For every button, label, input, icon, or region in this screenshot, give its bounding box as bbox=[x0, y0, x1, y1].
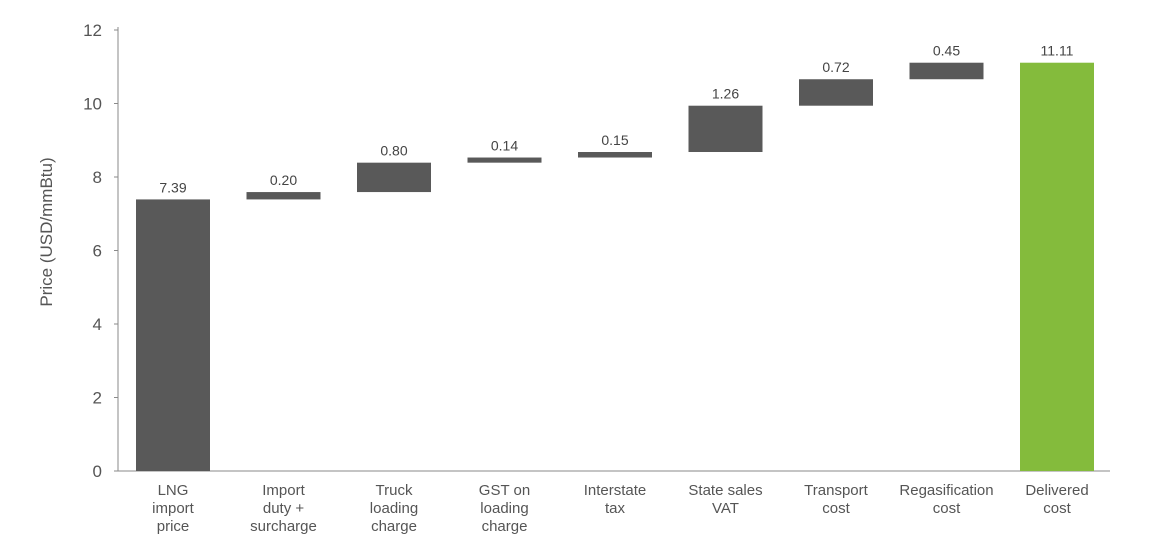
value-label: 11.11 bbox=[1041, 43, 1074, 59]
category-label: GST on bbox=[479, 482, 530, 499]
value-label: 0.20 bbox=[270, 172, 297, 188]
value-labels: 7.39 0.20 0.80 0.14 0.15 1.26 0.72 0.45 11.11 bbox=[159, 43, 1073, 196]
category-label: Transport bbox=[804, 482, 868, 499]
category-label: LNG bbox=[158, 482, 189, 499]
bars bbox=[136, 62, 1094, 472]
category-label: cost bbox=[933, 500, 961, 517]
bar bbox=[578, 152, 652, 158]
y-tick-label: 10 bbox=[83, 95, 102, 114]
category-label: Regasification bbox=[899, 482, 993, 499]
category-label: Interstate bbox=[584, 482, 647, 499]
category-label: State sales bbox=[688, 482, 762, 499]
category-label: loading bbox=[480, 500, 528, 517]
category-label: tax bbox=[605, 500, 626, 517]
bar bbox=[688, 105, 763, 153]
category-label: charge bbox=[371, 518, 417, 535]
y-tick-label: 2 bbox=[93, 389, 102, 408]
bar bbox=[1020, 62, 1094, 472]
y-tick-label: 4 bbox=[93, 315, 102, 334]
bar bbox=[909, 62, 984, 80]
category-label: price bbox=[157, 518, 190, 535]
y-tick-label: 6 bbox=[93, 242, 102, 261]
bar bbox=[246, 192, 321, 200]
category-label: import bbox=[152, 500, 195, 517]
y-axis-title: Price (USD/mmBtu) bbox=[37, 157, 56, 306]
category-label: Delivered bbox=[1025, 482, 1088, 499]
value-label: 1.26 bbox=[712, 86, 739, 102]
category-label: VAT bbox=[712, 500, 739, 517]
value-label: 0.72 bbox=[822, 59, 849, 75]
value-label: 0.15 bbox=[601, 132, 628, 148]
bar bbox=[467, 157, 542, 163]
y-tick-label: 12 bbox=[83, 21, 102, 40]
category-label: Import bbox=[262, 482, 305, 499]
category-label: cost bbox=[822, 500, 850, 517]
y-tick-label: 8 bbox=[93, 168, 102, 187]
category-label: duty + bbox=[263, 500, 305, 517]
value-label: 0.45 bbox=[933, 43, 960, 59]
category-label: loading bbox=[370, 500, 418, 517]
category-label: cost bbox=[1043, 500, 1071, 517]
bar bbox=[799, 79, 873, 106]
bar bbox=[136, 199, 210, 472]
y-tick-label: 0 bbox=[93, 462, 102, 481]
value-label: 7.39 bbox=[159, 179, 186, 195]
value-label: 0.14 bbox=[491, 138, 518, 154]
category-label: charge bbox=[482, 518, 528, 535]
bar bbox=[357, 162, 431, 193]
y-axis: 0 2 4 6 8 10 12 bbox=[83, 21, 119, 481]
category-label: surcharge bbox=[250, 518, 317, 535]
category-label: Truck bbox=[376, 482, 413, 499]
value-label: 0.80 bbox=[380, 143, 407, 159]
